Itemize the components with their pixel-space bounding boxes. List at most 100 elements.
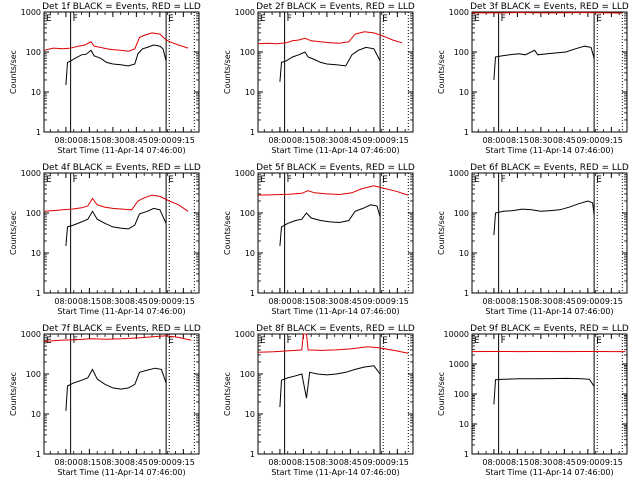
x-tick-label: 08:00 [54, 458, 77, 467]
event-annotation: F [287, 14, 292, 24]
event-annotation: E [168, 336, 174, 346]
x-tick-label: 09:00 [148, 136, 171, 145]
y-tick-label: 1 [250, 128, 255, 137]
chart-panel-6: Det 6f BLACK = Events, RED = LLD 1 10 100 10… [437, 163, 629, 316]
y-tick-label: 1000 [235, 330, 255, 339]
chart-panel-9: Det 9f BLACK = Events, RED = LLD 1 10 100 10… [437, 324, 629, 477]
chart-panel-5: Det 5f BLACK = Events, RED = LLD 1 10 100 10… [223, 163, 415, 316]
x-tick-label: 08:15 [78, 297, 101, 306]
event-annotation: E [596, 175, 602, 185]
x-tick-label: 08:45 [553, 297, 576, 306]
series-line-lld [257, 185, 409, 196]
x-tick-label: 08:00 [54, 136, 77, 145]
event-annotation: F [73, 14, 78, 24]
event-annotation: E [46, 14, 52, 24]
series-line-events [279, 46, 381, 82]
series-line-lld [471, 11, 623, 14]
x-tick-label: 08:30 [315, 136, 338, 145]
event-annotation: E [596, 336, 602, 346]
x-axis-label: Start Time (11-Apr-14 07:46:00) [271, 307, 399, 316]
event-annotation: E [474, 14, 480, 24]
y-tick-label: 1000 [235, 8, 255, 17]
y-tick-label: 1 [464, 289, 469, 298]
x-tick-label: 08:30 [315, 297, 338, 306]
chart-title: Det 6f BLACK = Events, RED = LLD [470, 163, 629, 173]
x-tick-label: 08:00 [268, 458, 291, 467]
event-annotation: E [260, 336, 266, 346]
chart-panel-2: Det 2f BLACK = Events, RED = LLD 1 10 100 10… [223, 2, 415, 155]
x-tick-label: 09:00 [148, 297, 171, 306]
series-line-lld [257, 333, 409, 354]
event-annotation: F [287, 336, 292, 346]
y-tick-label: 100 [240, 370, 255, 379]
x-axis-label: Start Time (11-Apr-14 07:46:00) [57, 146, 185, 155]
chart-panel-4: Det 4f BLACK = Events, RED = LLD 1 10 100 10… [9, 163, 201, 316]
y-axis-label: Counts/sec [437, 372, 446, 416]
x-tick-label: 09:15 [386, 297, 409, 306]
y-tick-label: 100 [454, 209, 469, 218]
event-annotation: F [501, 336, 506, 346]
y-axis-label: Counts/sec [223, 50, 232, 94]
series-line-events [493, 377, 595, 405]
x-tick-label: 09:15 [172, 458, 195, 467]
chart-title: Det 5f BLACK = Events, RED = LLD [256, 163, 415, 173]
x-tick-label: 09:15 [172, 297, 195, 306]
x-tick-label: 08:45 [125, 136, 148, 145]
y-tick-label: 10 [459, 88, 469, 97]
event-annotation: E [168, 175, 174, 185]
y-tick-label: 1000 [449, 8, 469, 17]
x-tick-label: 09:00 [576, 458, 599, 467]
x-tick-label: 08:45 [339, 136, 362, 145]
series-line-events [65, 44, 167, 86]
x-tick-label: 09:15 [386, 458, 409, 467]
x-tick-label: 08:45 [125, 458, 148, 467]
event-annotation: E [46, 175, 52, 185]
y-tick-label: 1000 [21, 8, 41, 17]
y-tick-label: 100 [454, 48, 469, 57]
event-annotation: F [73, 175, 78, 185]
x-tick-label: 08:00 [268, 297, 291, 306]
x-tick-label: 09:00 [362, 297, 385, 306]
event-annotation: E [382, 175, 388, 185]
x-axis-label: Start Time (11-Apr-14 07:46:00) [271, 468, 399, 477]
plot-frame [471, 11, 628, 133]
event-annotation: E [382, 14, 388, 24]
y-tick-label: 100 [240, 209, 255, 218]
y-tick-label: 10 [31, 410, 41, 419]
series-line-events [493, 200, 595, 236]
y-tick-label: 100 [454, 390, 469, 399]
y-axis-label: Counts/sec [437, 211, 446, 255]
x-tick-label: 08:00 [482, 136, 505, 145]
y-tick-label: 1000 [449, 169, 469, 178]
series-line-lld [43, 194, 189, 212]
chart-title: Det 9f BLACK = Events, RED = LLD [470, 324, 629, 334]
event-annotation: F [501, 175, 506, 185]
event-annotation: E [260, 14, 266, 24]
y-tick-label: 1000 [21, 330, 41, 339]
x-axis-label: Start Time (11-Apr-14 07:46:00) [485, 146, 613, 155]
x-tick-label: 08:15 [506, 297, 529, 306]
y-axis-label: Counts/sec [223, 211, 232, 255]
chart-panel-1: Det 1f BLACK = Events, RED = LLD 1 10 100 10… [9, 2, 201, 155]
y-tick-label: 100 [26, 209, 41, 218]
chart-title: Det 3f BLACK = Events, RED = LLD [470, 2, 629, 12]
event-annotation: E [260, 175, 266, 185]
y-tick-label: 1 [250, 450, 255, 459]
x-tick-label: 09:15 [172, 136, 195, 145]
y-axis-label: Counts/sec [9, 372, 18, 416]
series-line-lld [43, 335, 192, 342]
y-tick-label: 100 [26, 48, 41, 57]
x-tick-label: 08:45 [339, 297, 362, 306]
chart-title: Det 7f BLACK = Events, RED = LLD [42, 324, 201, 334]
x-tick-label: 09:00 [362, 458, 385, 467]
x-tick-label: 08:15 [506, 136, 529, 145]
y-tick-label: 100 [26, 370, 41, 379]
y-axis-label: Counts/sec [9, 211, 18, 255]
chart-title: Det 4f BLACK = Events, RED = LLD [42, 163, 201, 173]
chart-title: Det 8f BLACK = Events, RED = LLD [256, 324, 415, 334]
x-tick-label: 09:00 [362, 136, 385, 145]
chart-title: Det 2f BLACK = Events, RED = LLD [256, 2, 415, 12]
x-tick-label: 08:00 [268, 136, 291, 145]
chart-panel-3: Det 3f BLACK = Events, RED = LLD 1 10 100 10… [437, 2, 629, 155]
